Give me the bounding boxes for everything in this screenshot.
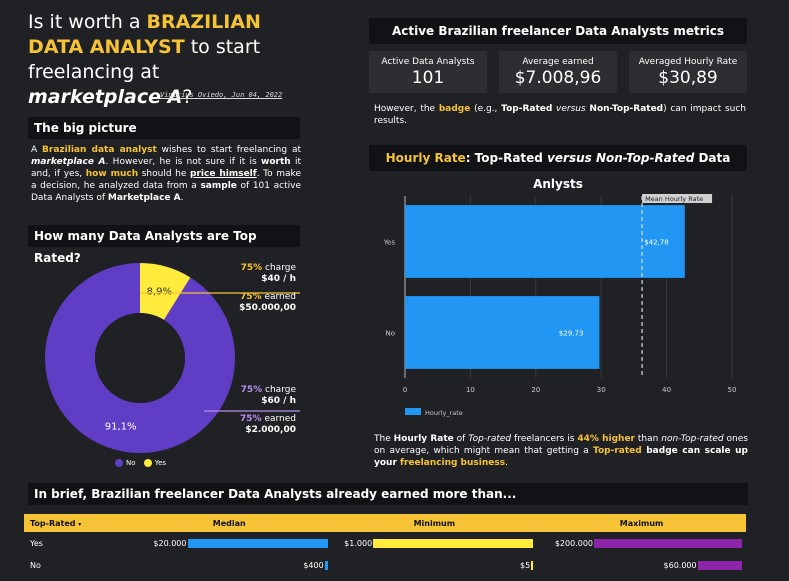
big-picture-text: A Brazilian data analyst wishes to start… bbox=[31, 145, 302, 203]
legend-yes: Yes bbox=[143, 459, 166, 467]
y-tick-label: No bbox=[385, 330, 395, 338]
hourly-rate-bar-chart: 0 10 20 30 40 50 Yes $42,78 No $29,73 Mean Hourly … bbox=[383, 194, 737, 417]
table-row[interactable]: Yes $20.000 $1.000 $200.000 bbox=[24, 532, 746, 554]
yes-callout: 75% charge $40 / h 75% earned $50.000,00 bbox=[239, 263, 296, 313]
col-median[interactable]: Median bbox=[212, 518, 246, 528]
donut-label-no: 91,1% bbox=[105, 421, 137, 432]
summary-heading: In brief, Brazilian freelancer Data Anal… bbox=[28, 483, 748, 505]
no-callout: 75% charge $60 / h 75% earned $2.000,00 bbox=[240, 385, 296, 435]
metrics-note: However, the badge (e.g., Top-Rated vers… bbox=[374, 104, 746, 126]
kpi-active-analysts: Active Data Analysts 101 bbox=[369, 51, 487, 93]
kpi-average-earned: Average earned $7.008,96 bbox=[499, 51, 617, 93]
col-maximum[interactable]: Maximum bbox=[619, 518, 664, 528]
maximum-bar bbox=[697, 560, 742, 570]
median-value: $20.000 bbox=[153, 538, 187, 548]
legend-label: Hourly_rate bbox=[425, 409, 463, 417]
minimum-bar bbox=[531, 560, 534, 570]
data-label: $42,78 bbox=[644, 239, 669, 247]
bar-yes[interactable] bbox=[405, 205, 685, 278]
bar-no[interactable] bbox=[405, 296, 600, 369]
x-tick-label: 30 bbox=[597, 386, 606, 394]
median-bar bbox=[324, 560, 328, 570]
median-value: $400 bbox=[303, 560, 324, 570]
donut-heading: How many Data Analysts are Top Rated? bbox=[28, 225, 300, 265]
x-tick-label: 40 bbox=[662, 386, 671, 394]
donut-label-yes: 8,9% bbox=[147, 287, 172, 298]
x-tick-label: 20 bbox=[531, 386, 540, 394]
summary-table: Top-Rated ▾ Median Minimum Maximum Yes $… bbox=[24, 514, 746, 576]
x-tick-label: 50 bbox=[728, 386, 737, 394]
kpi-hourly-rate: Averaged Hourly Rate $30,89 bbox=[629, 51, 747, 93]
minimum-bar bbox=[373, 538, 534, 548]
table-row[interactable]: No $400 $5 $60.000 bbox=[24, 554, 746, 576]
big-picture-heading: The big picture bbox=[28, 117, 300, 139]
donut-hole bbox=[95, 313, 185, 403]
callout-lines bbox=[140, 292, 300, 412]
x-tick-label: 0 bbox=[403, 386, 407, 394]
mean-label: Mean Hourly Rate bbox=[645, 195, 703, 203]
x-tick-label: 10 bbox=[466, 386, 475, 394]
donut-slice-no[interactable] bbox=[45, 263, 236, 453]
legend-no: No bbox=[115, 459, 136, 467]
page-title: Is it worth a BRAZILIAN DATA ANALYST to … bbox=[28, 11, 261, 108]
y-tick-label: Yes bbox=[383, 239, 396, 247]
sort-icon[interactable]: ▾ bbox=[78, 520, 82, 528]
metrics-heading: Active Brazilian freelancer Data Analyst… bbox=[369, 18, 747, 44]
legend-swatch bbox=[405, 408, 421, 415]
donut-slice-yes[interactable] bbox=[140, 263, 191, 320]
donut-chart: 91,1% 8,9% bbox=[45, 263, 236, 453]
minimum-value: $1.000 bbox=[344, 538, 373, 548]
data-label: $29,73 bbox=[559, 330, 584, 338]
maximum-value: $60.000 bbox=[663, 560, 697, 570]
maximum-bar bbox=[594, 538, 742, 548]
maximum-value: $200.000 bbox=[554, 538, 593, 548]
donut-legend: No Yes bbox=[115, 459, 166, 467]
median-bar bbox=[187, 538, 328, 548]
byline: Vinicius Oviedo, Jun 04, 2022 bbox=[160, 91, 283, 99]
hourly-conclusion: The Hourly Rate of Top-rated freelancers… bbox=[374, 434, 748, 468]
mean-label-box bbox=[642, 194, 713, 203]
hourly-heading: Hourly Rate: Top-Rated versus Non-Top-Ra… bbox=[369, 145, 747, 191]
col-minimum[interactable]: Minimum bbox=[413, 518, 456, 528]
col-toprated[interactable]: Top-Rated ▾ bbox=[30, 518, 82, 528]
minimum-value: $5 bbox=[519, 560, 531, 570]
